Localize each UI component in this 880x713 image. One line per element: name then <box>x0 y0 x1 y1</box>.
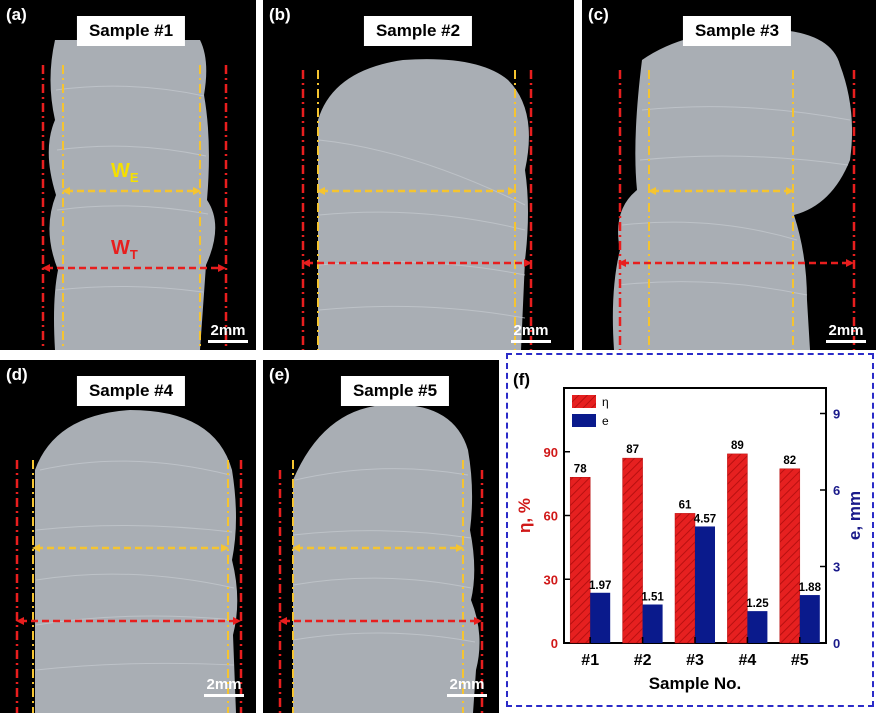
bar-eta <box>569 477 591 644</box>
chart-panel-f: (f) 0 30 60 90 0 3 6 9 78 1.97 #1 87 1.51 #2 61 4.57 #3 8… <box>506 353 874 707</box>
y-axis-label-left: η, % <box>515 498 534 533</box>
we-label: WE <box>111 160 139 185</box>
bar-eta <box>779 468 801 644</box>
y-tick-label-right: 6 <box>833 483 840 498</box>
x-tick-label: #4 <box>739 652 757 669</box>
data-label-eta: 61 <box>679 499 692 511</box>
y-tick-label-left: 30 <box>544 572 558 587</box>
legend-label-eta: η <box>602 395 609 409</box>
data-label-e: 1.88 <box>799 582 822 594</box>
scale-bar: 2mm <box>826 322 866 343</box>
data-label-eta: 89 <box>731 440 744 452</box>
data-label-eta: 78 <box>574 463 587 475</box>
panel-label: (e) <box>269 365 290 384</box>
panel-label: (f) <box>513 370 530 389</box>
data-label-eta: 82 <box>783 455 796 467</box>
bar-eta <box>622 457 643 644</box>
wt-label: WT <box>111 237 138 262</box>
scale-bar: 2mm <box>208 322 248 343</box>
y-tick-label-right: 0 <box>833 636 840 651</box>
data-label-e: 1.51 <box>641 591 664 603</box>
data-label-e: 4.57 <box>694 513 716 525</box>
sample-5-cross-section <box>278 404 484 713</box>
bar-e <box>799 595 820 643</box>
legend-swatch-e <box>572 414 596 427</box>
y-axis-label-right: e, mm <box>845 491 864 540</box>
sample-title: Sample #4 <box>76 376 186 406</box>
bar-e <box>642 604 663 643</box>
panel-label: (a) <box>6 5 27 24</box>
sample-title: Sample #2 <box>363 16 473 46</box>
x-tick-label: #2 <box>634 652 652 669</box>
legend-label-e: e <box>602 414 609 428</box>
data-label-e: 1.25 <box>746 598 769 610</box>
scale-bar: 2mm <box>447 676 487 697</box>
scale-bar: 2mm <box>204 676 244 697</box>
data-label-eta: 87 <box>626 444 639 456</box>
x-axis-label: Sample No. <box>649 674 742 693</box>
sample-4-cross-section <box>15 410 243 713</box>
panel-c: (c) Sample #3 2mm <box>582 0 876 350</box>
panel-a: (a) Sample #1 WE WT 2mm <box>0 0 256 350</box>
bar-eta <box>674 513 696 644</box>
bar-e <box>695 526 715 643</box>
y-tick-label-right: 9 <box>833 407 840 422</box>
panel-label: (b) <box>269 5 291 24</box>
data-label-e: 1.97 <box>589 580 611 592</box>
sample-title: Sample #3 <box>682 16 792 46</box>
y-tick-label-left: 90 <box>544 445 558 460</box>
sample-3-cross-section <box>612 29 856 350</box>
panel-label: (c) <box>588 5 609 24</box>
sample-title: Sample #1 <box>76 16 186 46</box>
y-tick-label-left: 60 <box>544 509 558 524</box>
y-tick-label-left: 0 <box>551 636 558 651</box>
panel-e: (e) Sample #5 2mm <box>263 360 499 713</box>
y-tick-label-right: 3 <box>833 560 840 575</box>
x-tick-label: #5 <box>791 652 809 669</box>
panel-b: (b) Sample #2 2mm <box>263 0 574 350</box>
legend-swatch-eta <box>572 395 596 408</box>
bar-e <box>747 611 768 643</box>
sample-title: Sample #5 <box>340 376 450 406</box>
bar-chart: (f) 0 30 60 90 0 3 6 9 78 1.97 #1 87 1.51 #2 614.57 #3 8… <box>513 370 864 693</box>
scale-bar: 2mm <box>511 322 551 343</box>
bar-eta <box>727 453 748 644</box>
x-tick-label: #1 <box>581 652 599 669</box>
panel-d: (d) Sample #4 2mm <box>0 360 256 713</box>
sample-1-cross-section <box>41 40 228 350</box>
panel-label: (d) <box>6 365 28 384</box>
x-tick-label: #3 <box>686 652 704 669</box>
bar-e <box>590 592 611 643</box>
sample-2-cross-section <box>301 59 533 350</box>
